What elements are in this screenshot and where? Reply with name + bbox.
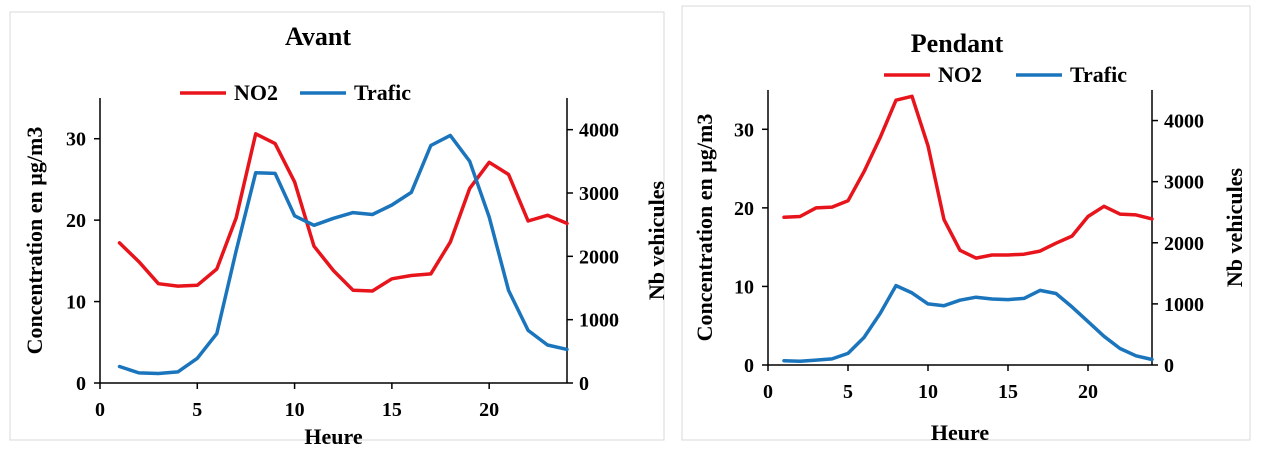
y2-tick-label: 2000 [1164, 233, 1204, 255]
y2-tick-label: 3000 [1164, 172, 1204, 194]
x-axis-title: Heure [304, 424, 362, 449]
y2-tick-label: 2000 [579, 246, 619, 268]
legend-label: NO2 [234, 80, 278, 105]
series-line-trafic [117, 133, 569, 376]
y-tick-label: 30 [66, 129, 86, 151]
y2-axis-title: Nb vehicules [644, 180, 669, 300]
x-tick-label: 15 [998, 381, 1018, 403]
y-axis-title: Concentration en µg/m3 [22, 127, 47, 355]
y2-tick-label: 4000 [579, 120, 619, 142]
chart-1: Pendant 0 5 10 15 20 0 10 20 30 0 1000 2000 3000 4000 H… [681, 5, 1251, 445]
y-axis-title: Concentration en µg/m3 [692, 114, 717, 342]
y2-tick-label: 1000 [579, 310, 619, 332]
legend-label: Trafic [1070, 62, 1127, 87]
y-tick-label: 20 [66, 210, 86, 232]
y2-tick-label: 1000 [1164, 294, 1204, 316]
y-tick-label: 10 [66, 292, 86, 314]
chart-title: Avant [285, 22, 351, 51]
x-tick-label: 15 [382, 399, 402, 421]
y-tick-label: 0 [744, 355, 754, 377]
x-tick-label: 20 [479, 399, 499, 421]
y2-axis-title: Nb vehicules [1222, 167, 1247, 287]
y-tick-label: 30 [734, 119, 754, 141]
x-tick-label: 10 [285, 399, 305, 421]
y2-tick-label: 0 [1164, 355, 1174, 377]
series-line-trafic [782, 283, 1154, 364]
y-tick-label: 0 [76, 373, 86, 395]
y-tick-label: 20 [734, 198, 754, 220]
chart-frame [681, 5, 1251, 441]
x-tick-label: 5 [192, 399, 202, 421]
chart-frame [9, 11, 665, 441]
series-line-no2 [117, 132, 569, 293]
chart-title: Pendant [911, 29, 1004, 58]
legend-label: NO2 [938, 62, 982, 87]
series-line-no2 [782, 94, 1154, 260]
x-tick-label: 0 [95, 399, 105, 421]
x-tick-label: 20 [1078, 381, 1098, 403]
x-axis-title: Heure [931, 420, 989, 445]
x-tick-label: 5 [843, 381, 853, 403]
legend-label: Trafic [354, 80, 411, 105]
y2-tick-label: 0 [579, 373, 589, 395]
chart-0: Avant 0 5 10 15 20 0 10 20 30 0 1000 2000 3000 4000 Heu… [9, 11, 669, 449]
x-tick-label: 0 [763, 381, 773, 403]
y2-tick-label: 4000 [1164, 111, 1204, 133]
x-tick-label: 10 [918, 381, 938, 403]
y2-tick-label: 3000 [579, 183, 619, 205]
y-tick-label: 10 [734, 276, 754, 298]
